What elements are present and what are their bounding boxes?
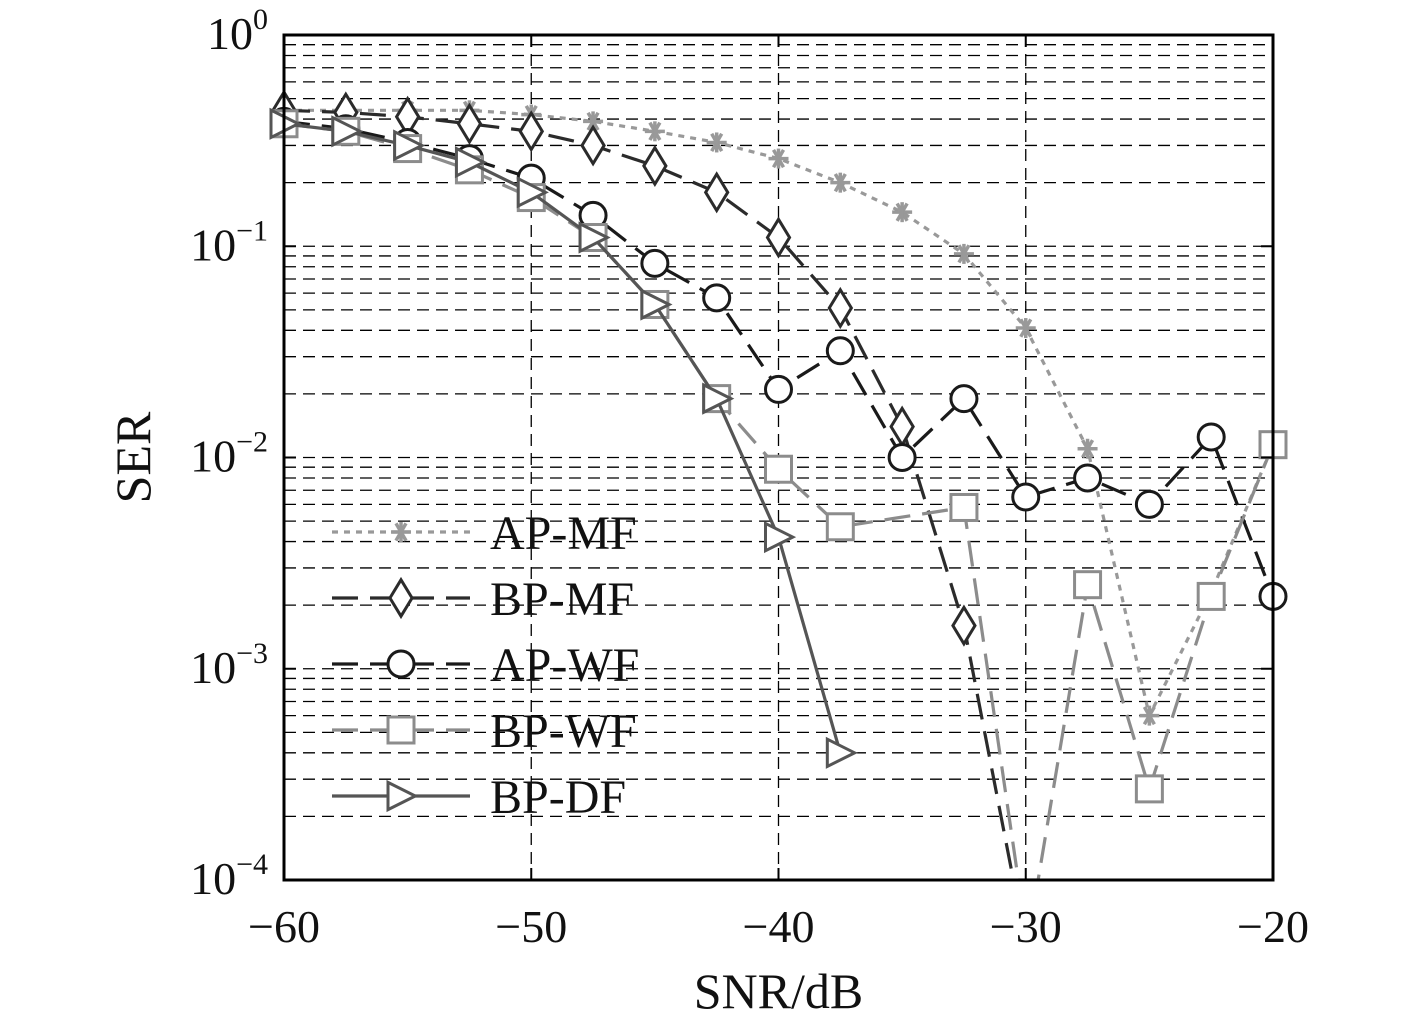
data-point (951, 604, 977, 647)
legend-label: AP-MF (490, 507, 637, 560)
legend-item-bp-wf: BP-WF (332, 705, 637, 758)
x-tick-label: −60 (248, 901, 320, 952)
data-point (830, 172, 851, 193)
data-point (768, 148, 789, 169)
data-point (1011, 482, 1041, 512)
data-point (640, 248, 670, 278)
y-tick-label: 10−4 (190, 848, 268, 904)
legend-label: BP-WF (490, 705, 637, 758)
data-point (887, 443, 917, 472)
x-tick-label: −40 (743, 901, 815, 952)
y-tick-label: 10−1 (190, 214, 268, 270)
data-point (388, 576, 414, 620)
data-point (518, 110, 545, 153)
legend-item-ap-wf: AP-WF (332, 639, 639, 692)
data-point (953, 243, 974, 264)
y-tick-label: 10−3 (190, 637, 268, 693)
data-point (949, 492, 979, 522)
data-point (1196, 581, 1226, 611)
x-tick-label: −20 (1237, 901, 1309, 952)
legend-label: AP-WF (490, 639, 639, 692)
data-point (1134, 774, 1164, 804)
legend: AP-MF BP-MF AP-WF BP-WF BP-DF (332, 507, 639, 824)
data-point (825, 512, 855, 542)
y-tick-label: 10−2 (190, 426, 268, 482)
legend-item-bp-df: BP-DF (332, 771, 626, 824)
x-tick-label: −50 (495, 901, 567, 952)
data-point (706, 132, 727, 153)
data-point (1077, 438, 1098, 459)
data-point (331, 115, 364, 148)
data-point (825, 736, 858, 769)
data-point (702, 283, 732, 313)
data-point (1073, 570, 1103, 600)
data-point (764, 374, 793, 404)
series-layer (269, 89, 1288, 880)
data-point (949, 384, 979, 414)
series-bp-df (269, 107, 858, 769)
data-point (702, 382, 735, 415)
data-point (640, 288, 673, 321)
data-point (1073, 463, 1103, 493)
data-point (456, 102, 483, 145)
data-point (764, 454, 793, 484)
data-point (703, 171, 730, 214)
data-point (644, 121, 665, 142)
x-tick-label: −30 (990, 901, 1062, 952)
y-axis-label: SER (105, 411, 161, 503)
data-point (764, 521, 797, 554)
data-point (454, 146, 488, 179)
data-point (516, 176, 549, 209)
data-point (765, 216, 792, 259)
data-point (580, 124, 606, 167)
legend-label: BP-MF (490, 573, 634, 626)
legend-label: BP-DF (490, 771, 626, 824)
data-point (578, 221, 611, 254)
legend-item-bp-mf: BP-MF (332, 573, 634, 626)
data-point (386, 779, 419, 813)
data-point (583, 111, 604, 132)
data-point (391, 522, 411, 542)
data-point (892, 202, 913, 223)
y-tick-label: 100 (207, 3, 268, 59)
data-point (386, 715, 416, 745)
data-point (827, 286, 854, 330)
tick-labels: −60 −50 −40 −30 −20 100 10−1 10−2 10−3 10−4 (190, 3, 1309, 952)
legend-item-ap-mf: AP-MF (332, 507, 637, 560)
data-point (1139, 705, 1160, 726)
series-line-bp-mf (284, 108, 1015, 880)
data-point (386, 649, 416, 679)
data-point (1015, 318, 1036, 339)
data-point (393, 129, 426, 162)
data-point (825, 336, 855, 366)
x-axis-label: SNR/dB (694, 963, 864, 1016)
data-point (1134, 489, 1164, 519)
series-line-bp-df (284, 122, 842, 754)
data-point (642, 144, 668, 188)
data-point (1196, 422, 1226, 452)
